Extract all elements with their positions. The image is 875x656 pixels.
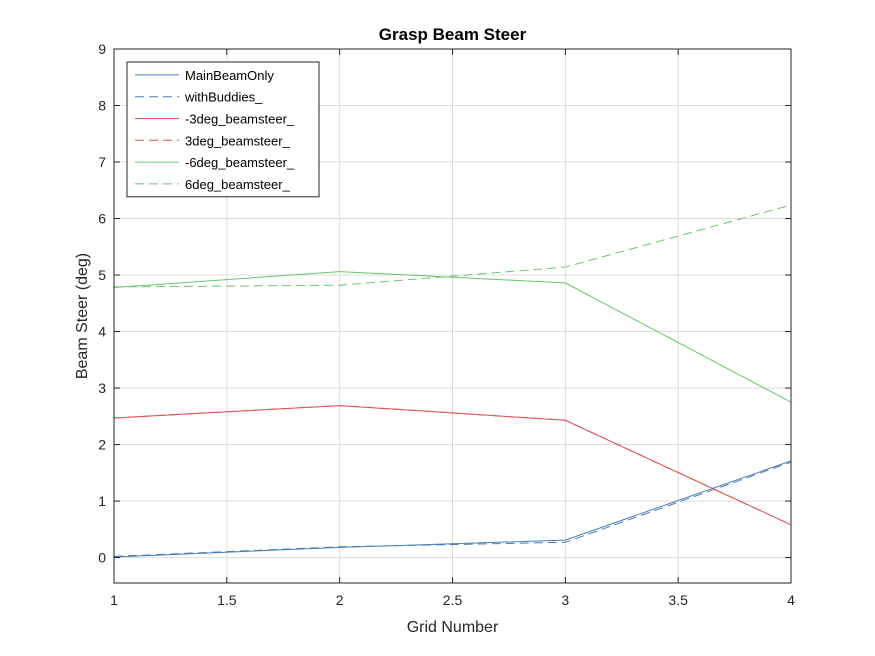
x-tick-label: 1.5 [217, 592, 237, 608]
y-tick-label: 0 [98, 550, 106, 566]
legend-label: 3deg_beamsteer_ [185, 133, 291, 148]
y-tick-label: 4 [98, 324, 106, 340]
series-lines [113, 204, 792, 558]
legend-label: -6deg_beamsteer_ [185, 155, 295, 170]
y-tick-label: 2 [98, 437, 106, 453]
series-line-3deg-beamsteer [113, 405, 792, 526]
y-tick-label: 1 [98, 493, 106, 509]
y-axis-label: Beam Steer (deg) [74, 253, 91, 379]
y-tick-label: 3 [98, 380, 106, 396]
chart-title: Grasp Beam Steer [379, 25, 527, 44]
x-axis-label: Grid Number [407, 619, 499, 636]
series-line-6deg-beamsteer [113, 271, 792, 403]
x-tick-label: 2.5 [443, 592, 463, 608]
legend-label: withBuddies_ [184, 90, 263, 105]
legend-label: MainBeamOnly [185, 68, 274, 83]
x-tick-label: 3 [561, 592, 569, 608]
legend-label: 6deg_beamsteer_ [185, 177, 291, 192]
y-tick-label: 9 [98, 41, 106, 57]
x-tick-label: 3.5 [668, 592, 688, 608]
y-tick-label: 7 [98, 154, 106, 170]
series-line-withbuddies [113, 461, 792, 557]
legend: MainBeamOnly withBuddies_ -3deg_beamsteer_… [126, 61, 320, 198]
x-tick-label: 1 [110, 592, 118, 608]
x-tick-label: 2 [336, 592, 344, 608]
series-line-6deg-beamsteer [113, 204, 792, 288]
series-line-mainbeamonly [113, 460, 792, 558]
y-tick-label: 8 [98, 98, 106, 114]
y-tick-label: 5 [98, 267, 106, 283]
legend-label: -3deg_beamsteer_ [185, 112, 295, 127]
x-tick-label: 4 [787, 592, 795, 608]
y-tick-label: 6 [98, 211, 106, 227]
legend-box [126, 61, 320, 198]
ticks: 1 1.5 2 2.5 3 3.5 4 0 1 2 3 4 5 6 7 8 9 [98, 41, 795, 608]
